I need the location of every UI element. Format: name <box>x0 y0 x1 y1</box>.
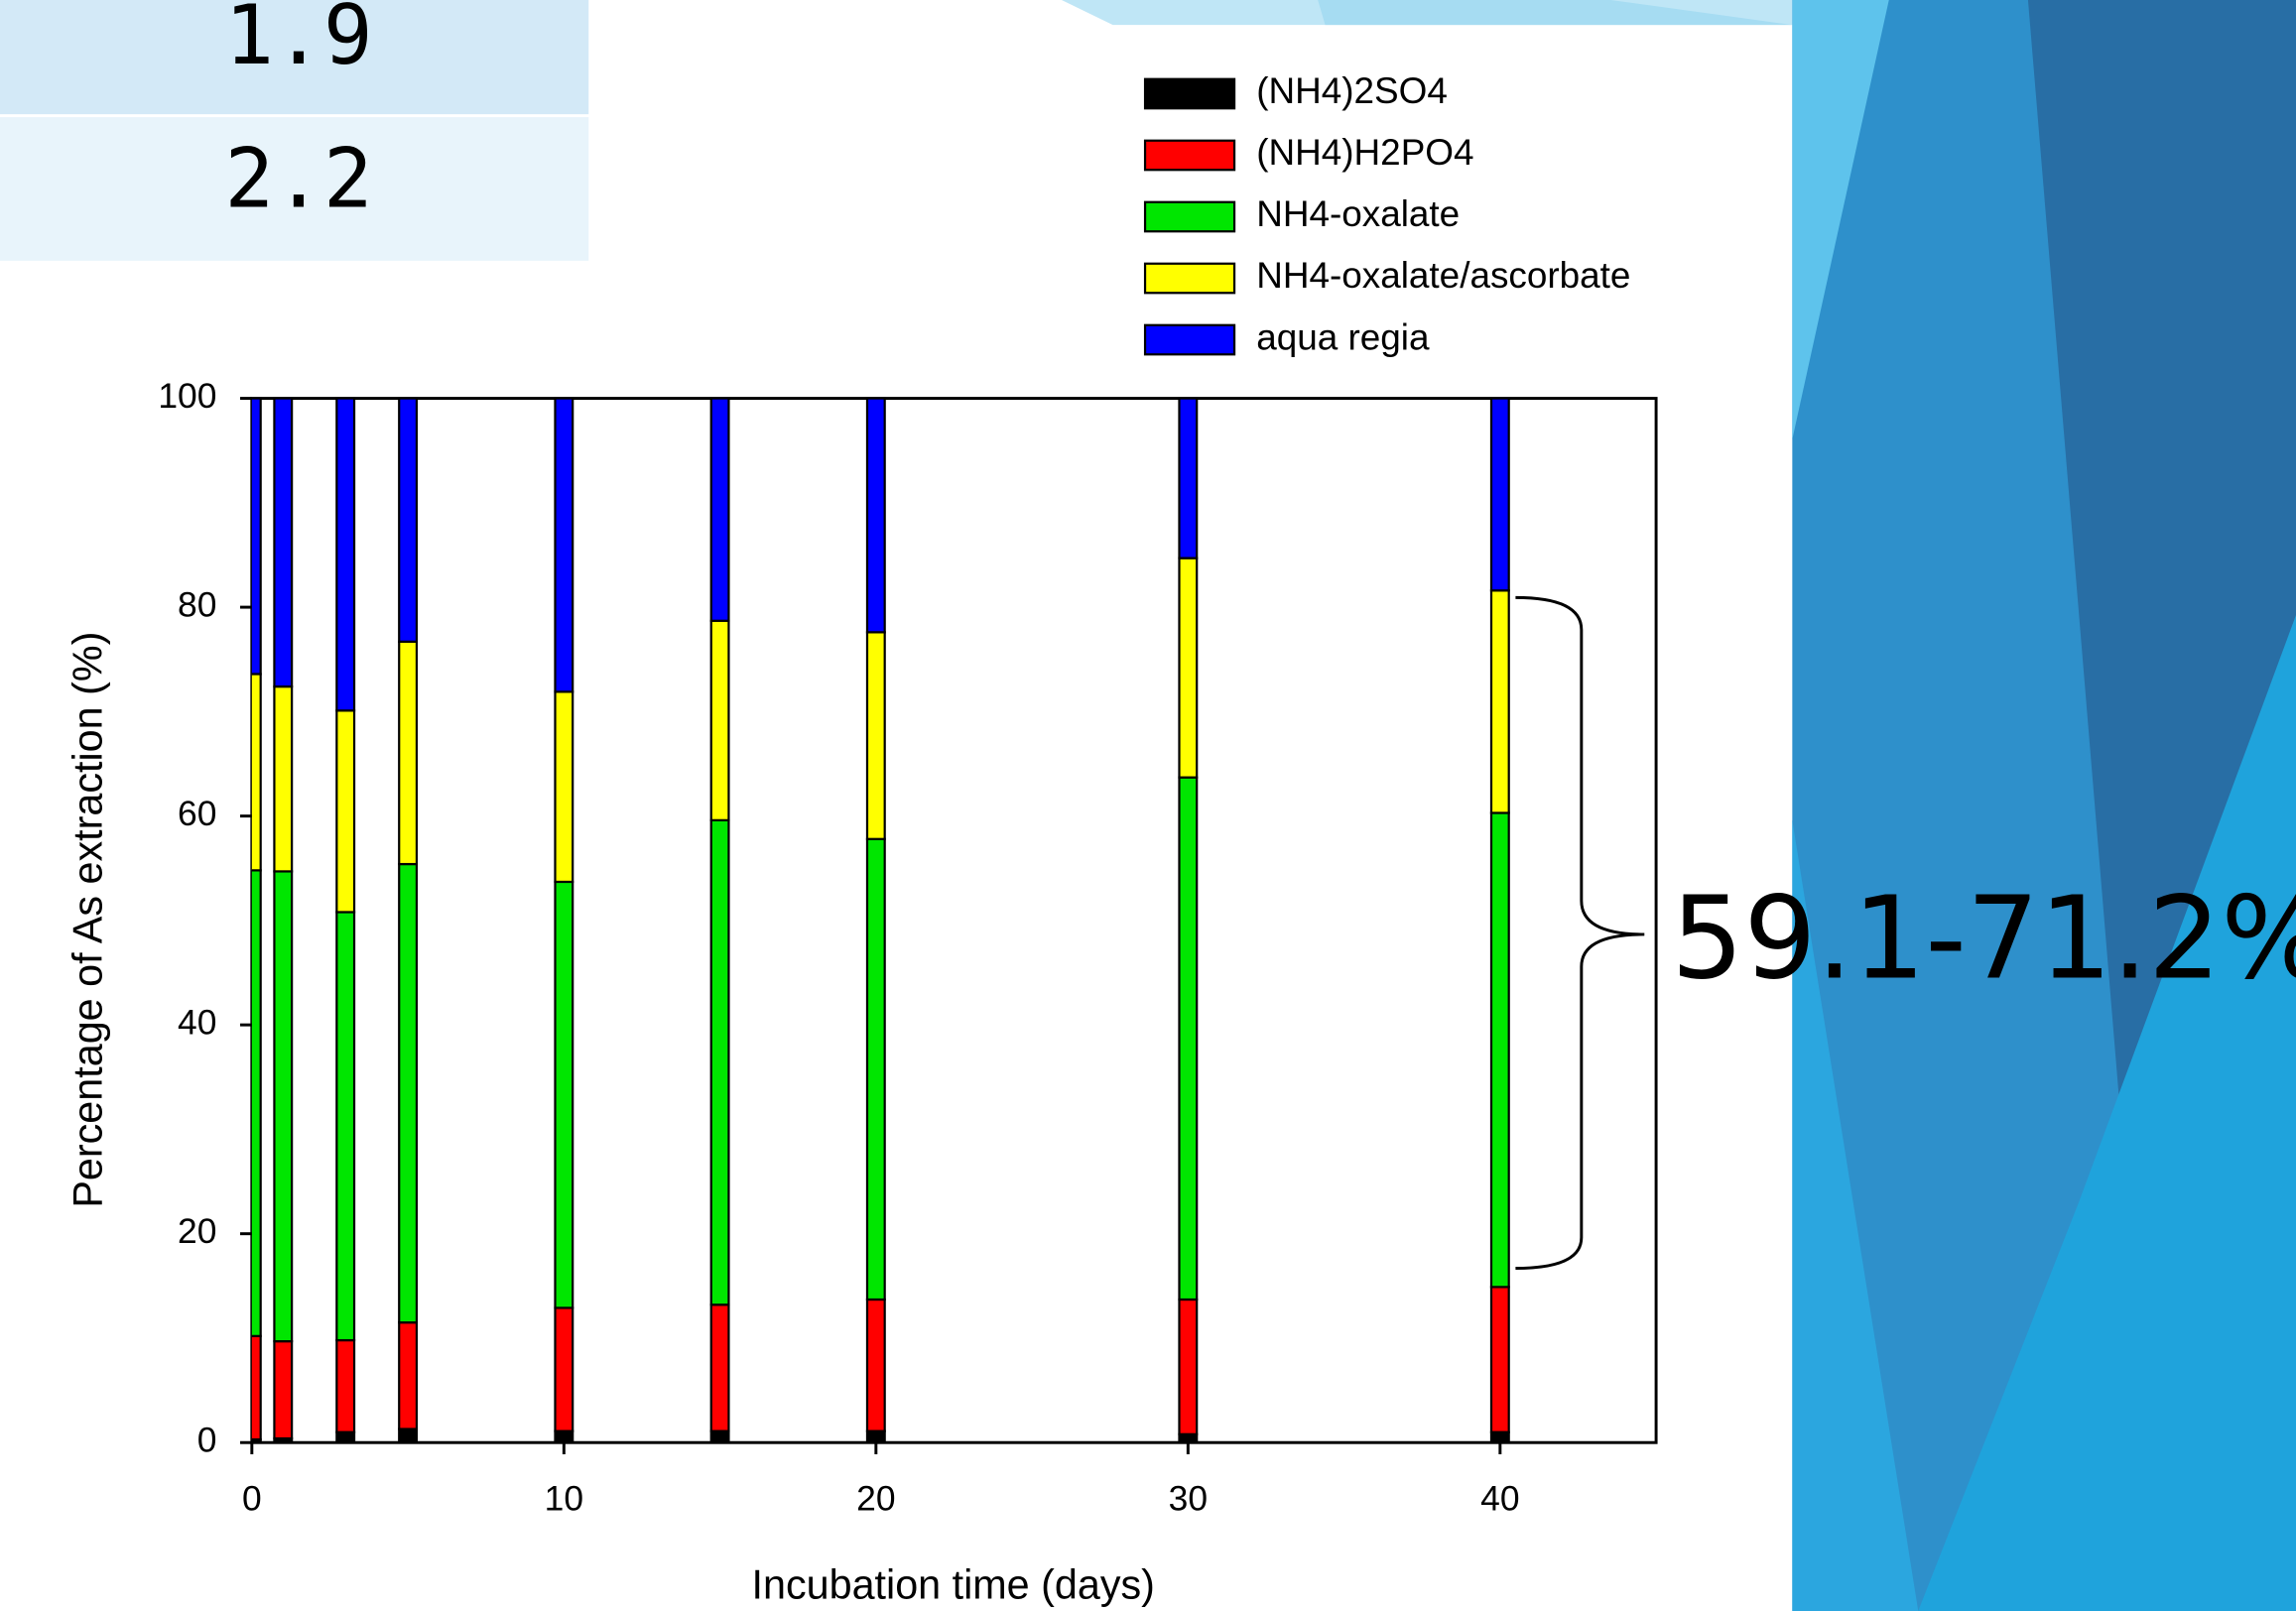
annotation: 59.1-71.2% <box>1671 872 2296 1005</box>
legend-label: NH4-oxalate <box>1256 193 1460 234</box>
bar-segment <box>711 399 729 621</box>
bar-segment <box>399 1429 417 1443</box>
bar-segment <box>555 399 573 692</box>
bar-segment <box>243 674 261 870</box>
bar-segment <box>336 912 354 1340</box>
bar-segment <box>1491 399 1509 591</box>
bar-segment <box>555 691 573 882</box>
y-axis-label: Percentage of As extraction (%) <box>64 632 110 1208</box>
bar-segment <box>555 882 573 1307</box>
table-cell-text: 1.9 <box>224 0 372 83</box>
x-tick-label: 20 <box>856 1479 895 1519</box>
y-tick-label: 20 <box>178 1211 216 1251</box>
bar-segment <box>336 1340 354 1432</box>
bar-segment <box>1491 590 1509 812</box>
x-tick-label: 40 <box>1480 1479 1519 1519</box>
bar-segment <box>1491 1287 1509 1431</box>
x-tick-label: 30 <box>1169 1479 1208 1519</box>
bar-segment <box>1491 1432 1509 1443</box>
bar-segment <box>243 1336 261 1439</box>
legend-swatch <box>1145 79 1234 109</box>
legend-label: NH4-oxalate/ascorbate <box>1256 255 1630 296</box>
bar-segment <box>399 642 417 864</box>
bar-segment <box>867 1431 885 1443</box>
bar-segment <box>555 1307 573 1430</box>
legend-label: aqua regia <box>1256 316 1430 357</box>
bar-segment <box>274 686 292 871</box>
legend-swatch <box>1145 264 1234 294</box>
bar-segment <box>274 399 292 687</box>
y-tick-label: 80 <box>178 584 216 624</box>
bar-segment <box>711 1431 729 1443</box>
bar-segment <box>867 839 885 1300</box>
bar-segment <box>867 399 885 633</box>
bar-segment <box>243 870 261 1335</box>
bar-segment <box>1179 1434 1197 1442</box>
x-tick-label: 0 <box>242 1479 262 1519</box>
bar-segment <box>1491 812 1509 1287</box>
y-tick-label: 60 <box>178 794 216 833</box>
bar-segment <box>274 1341 292 1438</box>
bar-segment <box>274 871 292 1341</box>
bar-segment <box>867 632 885 838</box>
bar-segment <box>399 864 417 1322</box>
legend-swatch <box>1145 325 1234 355</box>
bar-segment <box>1179 1300 1197 1434</box>
x-tick-label: 10 <box>545 1479 583 1519</box>
bar-segment <box>1179 778 1197 1300</box>
bar-segment <box>711 820 729 1304</box>
bar-segment <box>711 1304 729 1430</box>
y-tick-label: 0 <box>197 1421 217 1460</box>
page: {"table": {"rows": [["1.9"], ["2.2"]]}, … <box>0 0 2296 1611</box>
bar-segment <box>243 399 261 675</box>
bar-segment <box>711 621 729 820</box>
bar-segment <box>867 1300 885 1431</box>
y-tick-label: 40 <box>178 1003 216 1043</box>
bar-segment <box>1179 399 1197 558</box>
bar-segment <box>555 1431 573 1443</box>
bar-segment <box>399 1322 417 1428</box>
slide: 1.9 2.2 59.1-71.2% Incubation time (days… <box>0 0 2296 1611</box>
bar-segment <box>1179 558 1197 778</box>
bar-segment <box>336 399 354 711</box>
bar-segment <box>336 710 354 912</box>
bar-segment <box>399 399 417 642</box>
legend-swatch <box>1145 202 1234 232</box>
x-axis-label: Incubation time (days) <box>752 1561 1155 1607</box>
bars <box>243 399 1509 1443</box>
brace <box>1515 597 1644 1268</box>
table-cell-text: 2.2 <box>224 131 372 226</box>
plot-frame <box>252 399 1656 1443</box>
legend-swatch <box>1145 141 1234 171</box>
y-tick-label: 100 <box>158 376 216 416</box>
legend-label: (NH4)H2PO4 <box>1256 132 1473 173</box>
bar-segment <box>336 1432 354 1443</box>
legend-label: (NH4)2SO4 <box>1256 70 1448 111</box>
